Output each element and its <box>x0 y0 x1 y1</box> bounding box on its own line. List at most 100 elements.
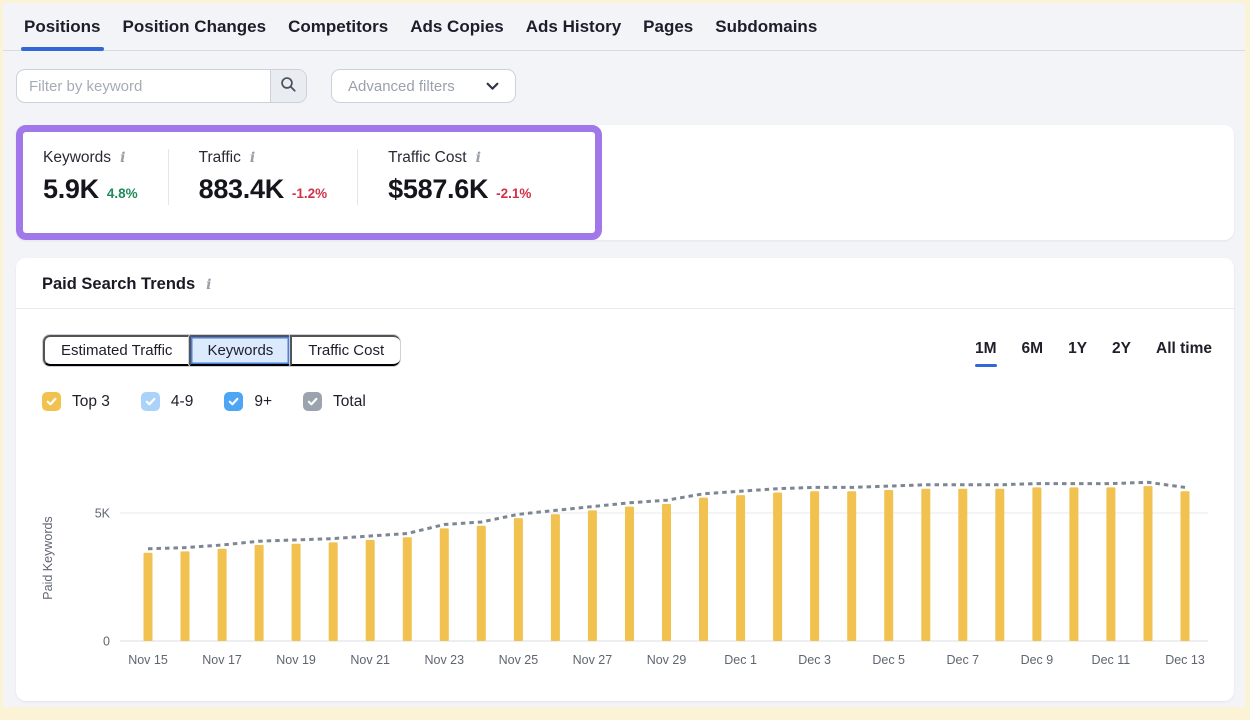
metrics-summary-card: Keywords i 5.9K 4.8% Traffic i 883.4K -1.2% Traf… <box>16 125 1234 240</box>
bar-dec-2 <box>773 492 783 641</box>
metric-toggle-group: Estimated Traffic Keywords Traffic Cost <box>42 334 402 367</box>
keyword-filter-input[interactable] <box>17 70 270 102</box>
bar-dec-3 <box>810 491 820 641</box>
metric-value: 883.4K <box>198 174 285 204</box>
range-1y[interactable]: 1Y <box>1068 340 1088 357</box>
checkbox-top-3[interactable] <box>42 392 61 411</box>
metric-traffic: Traffic i 883.4K -1.2% <box>199 149 359 205</box>
bar-nov-20 <box>328 542 338 641</box>
x-tick-label: Nov 15 <box>128 653 168 667</box>
info-icon[interactable]: i <box>249 150 256 166</box>
x-tick-label: Nov 29 <box>647 653 687 667</box>
bar-dec-5 <box>884 490 894 641</box>
metric-label: Traffic Cost <box>388 149 467 166</box>
bar-nov-26 <box>550 514 560 641</box>
x-tick-label: Nov 23 <box>424 653 464 667</box>
x-tick-label: Dec 13 <box>1165 653 1205 667</box>
metric-value: 5.9K <box>43 174 99 204</box>
info-icon[interactable]: i <box>120 150 126 166</box>
chevron-down-icon <box>486 78 499 95</box>
chart-area: 0 5K Paid Keywords Nov 15 Nov 17 Nov 19 Nov 21… <box>24 448 1214 691</box>
range-all-time[interactable]: All time <box>1156 340 1212 357</box>
range-1m[interactable]: 1M <box>974 340 997 367</box>
legend-label: Top 3 <box>72 392 110 410</box>
x-tick-label: Dec 9 <box>1021 653 1054 667</box>
search-button[interactable] <box>270 70 306 102</box>
filter-row: Advanced filters <box>16 69 516 103</box>
checkbox-total[interactable] <box>303 392 323 411</box>
bar-nov-22 <box>402 537 412 641</box>
x-tick-label: Nov 17 <box>202 653 242 667</box>
x-tick-label: Dec 3 <box>798 653 831 667</box>
search-icon <box>280 76 297 96</box>
legend-label: 4-9 <box>170 392 194 410</box>
trends-title: Paid Search Trends <box>42 275 196 293</box>
header-divider <box>16 308 1234 309</box>
bar-dec-7 <box>958 488 968 641</box>
metric-value: $587.6K <box>388 174 489 204</box>
metric-label: Traffic <box>198 149 241 166</box>
bar-dec-1 <box>736 495 746 641</box>
bar-nov-23 <box>439 528 449 641</box>
metric-traffic-cost: Traffic Cost i $587.6K -2.1% <box>388 149 561 205</box>
bar-dec-4 <box>847 491 857 641</box>
advanced-filters-button[interactable]: Advanced filters <box>331 69 516 103</box>
metric-delta: 4.8% <box>106 186 138 201</box>
legend-label: Total <box>333 392 366 410</box>
metric-label: Keywords <box>43 149 112 166</box>
info-icon[interactable]: i <box>475 150 481 166</box>
bar-dec-6 <box>921 488 931 641</box>
bar-dec-8 <box>995 488 1005 641</box>
bar-nov-18 <box>254 545 264 641</box>
x-tick-label: Nov 25 <box>499 653 539 667</box>
bar-nov-30 <box>699 497 708 641</box>
trends-header: Paid Search Trends i <box>16 258 1234 294</box>
range-2y[interactable]: 2Y <box>1112 340 1132 357</box>
time-range-group: 1M 6M 1Y 2Y All time <box>974 334 1212 367</box>
y-axis-title: Paid Keywords <box>41 516 55 599</box>
bar-nov-28 <box>625 506 634 641</box>
bar-nov-24 <box>476 525 486 641</box>
toggle-keywords[interactable]: Keywords <box>189 335 291 366</box>
tab-ads-copies[interactable]: Ads Copies <box>410 16 504 36</box>
advanced-filters-label: Advanced filters <box>348 77 455 95</box>
series-legend: Top 3 4-9 9+ Total <box>42 392 366 411</box>
tab-positions[interactable]: Positions <box>21 3 104 51</box>
legend-item-4-9[interactable]: 4-9 <box>140 392 194 411</box>
bar-nov-19 <box>291 543 301 641</box>
toggle-estimated-traffic[interactable]: Estimated Traffic <box>43 335 190 366</box>
x-tick-label: Dec 1 <box>724 653 757 667</box>
tab-ads-history[interactable]: Ads History <box>525 16 622 36</box>
chart-controls-row: Estimated Traffic Keywords Traffic Cost 1M… <box>42 334 1212 367</box>
tab-position-changes[interactable]: Position Changes <box>122 16 267 36</box>
x-tick-label: Dec 5 <box>872 653 905 667</box>
tab-competitors[interactable]: Competitors <box>288 16 389 36</box>
x-tick-label: Nov 21 <box>350 653 390 667</box>
toggle-traffic-cost[interactable]: Traffic Cost <box>290 335 401 366</box>
bar-nov-16 <box>180 551 190 641</box>
bar-nov-29 <box>662 504 671 641</box>
checkbox-9-[interactable] <box>224 392 244 411</box>
bar-nov-15 <box>143 552 153 641</box>
legend-item-top-3[interactable]: Top 3 <box>42 392 110 411</box>
x-tick-label: Nov 27 <box>573 653 613 667</box>
bar-nov-27 <box>587 510 597 641</box>
bar-nov-17 <box>217 548 227 641</box>
tab-subdomains[interactable]: Subdomains <box>715 16 818 36</box>
range-6m[interactable]: 6M <box>1021 340 1044 357</box>
legend-label: 9+ <box>254 392 273 410</box>
metric-delta: -1.2% <box>291 186 328 201</box>
bar-dec-12 <box>1143 486 1153 641</box>
metric-keywords: Keywords i 5.9K 4.8% <box>43 149 169 205</box>
metric-delta: -2.1% <box>496 186 532 201</box>
bar-dec-9 <box>1032 487 1042 641</box>
legend-item-total[interactable]: Total <box>303 392 366 411</box>
legend-item-9-[interactable]: 9+ <box>224 392 272 411</box>
bar-dec-11 <box>1106 487 1116 641</box>
paid-search-trends-card: Paid Search Trends i Estimated Traffic Ke… <box>16 258 1234 701</box>
tab-pages[interactable]: Pages <box>643 16 694 36</box>
positions-page: Positions Position Changes Competitors Ads … <box>3 3 1245 707</box>
x-tick-label: Nov 19 <box>276 653 316 667</box>
info-icon[interactable]: i <box>206 276 212 293</box>
checkbox-4-9[interactable] <box>140 392 160 411</box>
